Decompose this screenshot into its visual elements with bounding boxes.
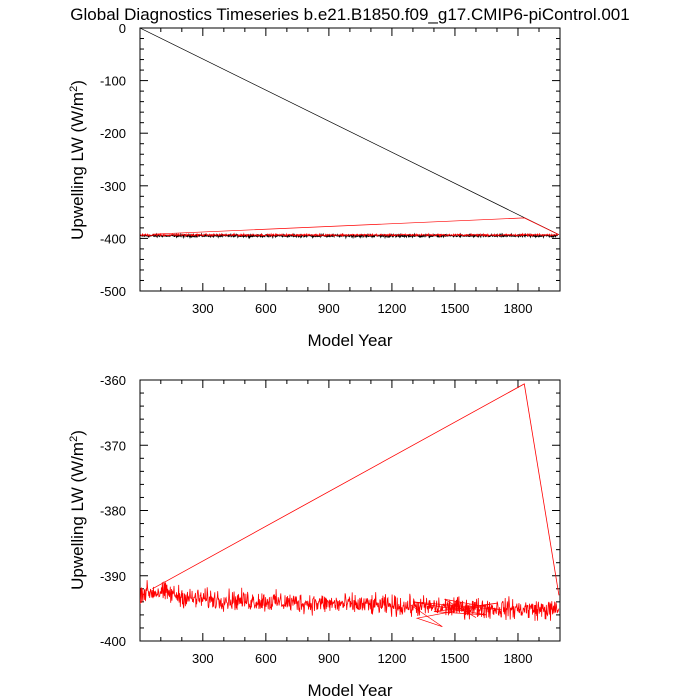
bottom-ytick-label: -380 [100,504,126,519]
top-xtick-label: 300 [192,301,214,316]
top-xtick-label: 1500 [440,301,469,316]
series-line-red [140,580,560,621]
top-xtick-label: 1800 [504,301,533,316]
bottom-ytick-label: -390 [100,569,126,584]
bottom-xtick-label: 1200 [377,651,406,666]
series-spike-red [152,217,560,236]
bottom-xaxis-label: Model Year [307,681,392,700]
bottom-xtick-label: 300 [192,651,214,666]
bottom-panel: 300 600 900 1200 1500 1800 -360 -370 -380 -390 -40… [68,373,561,700]
bottom-ytick-label: -400 [100,634,126,649]
top-ticks: 300 600 900 1200 1500 1800 0 -100 -200 -300 -400 -5… [100,21,560,316]
top-ytick-label: 0 [119,21,126,36]
top-ytick-label: -400 [100,231,126,246]
series-spike-red [152,383,560,596]
top-ytick-label: -100 [100,74,126,89]
bottom-series [140,383,560,627]
top-plot-frame [139,27,561,292]
bottom-ticks: 300 600 900 1200 1500 1800 -360 -370 -380 -390 -40… [100,373,560,666]
series-tangle-red [410,598,502,627]
top-xtick-label: 600 [255,301,277,316]
bottom-yaxis-label: Upwelling LW (W/m2) [68,430,87,590]
top-xtick-label: 1200 [377,301,406,316]
chart-title: Global Diagnostics Timeseries b.e21.B185… [70,5,629,24]
series-spike-black [140,28,560,236]
top-xaxis-label: Model Year [307,331,392,350]
top-ytick-label: -500 [100,284,126,299]
bottom-xtick-label: 1500 [440,651,469,666]
series-line-red [140,232,559,238]
top-yaxis-label: Upwelling LW (W/m2) [68,80,87,240]
bottom-xtick-label: 900 [318,651,340,666]
bottom-ytick-label: -360 [100,373,126,388]
top-xtick-label: 900 [318,301,340,316]
top-series [140,28,560,240]
bottom-ytick-label: -370 [100,438,126,453]
top-ytick-label: -300 [100,179,126,194]
bottom-xtick-label: 1800 [504,651,533,666]
top-panel: 300 600 900 1200 1500 1800 0 -100 -200 -300 -400 -5… [68,21,561,350]
bottom-xtick-label: 600 [255,651,277,666]
top-ytick-label: -200 [100,126,126,141]
